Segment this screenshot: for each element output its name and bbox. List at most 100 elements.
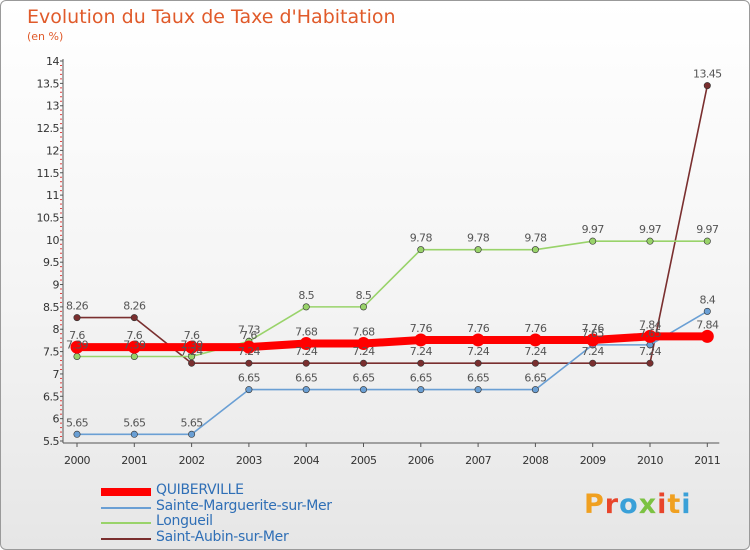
series-point: [700, 329, 714, 343]
legend-swatch: [101, 522, 151, 524]
legend-swatch: [101, 488, 151, 496]
series-point: [703, 307, 711, 315]
data-label: 7.39: [181, 339, 204, 352]
data-label: 9.78: [524, 232, 547, 245]
y-tick-label: 6.5: [43, 390, 59, 403]
series-point: [474, 246, 482, 254]
y-tick-label: 5.5: [43, 435, 59, 448]
y-tick-label: 12: [46, 144, 59, 157]
y-tick-label: 9.5: [43, 256, 59, 269]
data-label: 7.76: [467, 322, 490, 335]
series-point: [242, 340, 256, 354]
data-label: 9.78: [410, 232, 433, 245]
data-label: 7.68: [295, 326, 318, 339]
x-tick-label: 2003: [236, 454, 262, 467]
data-label: 7.84: [639, 318, 662, 331]
y-tick-label: 8: [53, 323, 60, 336]
series-point: [646, 237, 654, 245]
y-tick-label: 11: [46, 189, 59, 202]
y-tick-label: 11.5: [37, 167, 60, 180]
series-point: [302, 359, 310, 367]
proxiti-logo: Proxiti: [584, 489, 692, 520]
data-label: 6.65: [524, 372, 547, 385]
data-label: 5.65: [66, 416, 89, 429]
series-point: [417, 246, 425, 254]
series-point: [474, 386, 482, 394]
data-label: 7.24: [295, 345, 318, 358]
data-label: 13.45: [693, 68, 722, 81]
y-tick-label: 7: [53, 368, 60, 381]
legend-label: Sainte-Marguerite-sur-Mer: [156, 497, 332, 514]
x-tick-label: 2004: [293, 454, 319, 467]
series-point: [414, 333, 428, 347]
data-label: 7.6: [184, 329, 200, 342]
data-label: 9.97: [696, 223, 719, 236]
data-label: 8.26: [123, 300, 146, 313]
data-label: 6.65: [295, 372, 318, 385]
series-point: [531, 386, 539, 394]
series-point: [299, 337, 313, 351]
data-label: 7.76: [582, 322, 605, 335]
series-point: [531, 359, 539, 367]
legend-label: Saint-Aubin-sur-Mer: [156, 528, 289, 545]
series-line-3: [77, 85, 709, 365]
series-point: [130, 430, 138, 438]
data-label: 7.84: [696, 318, 719, 331]
chart-subtitle: (en %): [27, 30, 64, 43]
series-point: [302, 386, 310, 394]
series-point: [643, 329, 657, 343]
data-label: 7.24: [181, 345, 204, 358]
x-tick-label: 2000: [64, 454, 90, 467]
data-label: 7.6: [69, 329, 85, 342]
series-point: [589, 359, 597, 367]
series-point: [646, 359, 654, 367]
data-label: 7.68: [352, 326, 375, 339]
series-point: [528, 333, 542, 347]
series-point: [130, 314, 138, 322]
legend-label: QUIBERVILLE: [156, 482, 244, 498]
data-label: 6.65: [238, 372, 261, 385]
data-label: 6.65: [410, 372, 433, 385]
series-point: [474, 359, 482, 367]
series-line-0: [77, 332, 708, 352]
data-label: 7.24: [524, 345, 547, 358]
data-label: 7.76: [410, 322, 433, 335]
series-point: [245, 386, 253, 394]
series-point: [130, 353, 138, 361]
data-label: 8.26: [66, 300, 89, 313]
series-point: [127, 340, 141, 354]
series-point: [188, 430, 196, 438]
series-point: [417, 386, 425, 394]
series-point: [70, 340, 84, 354]
data-label: 5.65: [181, 416, 204, 429]
legend-swatch: [101, 537, 151, 540]
x-tick-label: 2009: [580, 454, 606, 467]
series-lines: [70, 82, 714, 438]
series-point: [359, 386, 367, 394]
y-tick-label: 6: [53, 413, 60, 426]
series-point: [417, 359, 425, 367]
data-label: 7.24: [238, 345, 261, 358]
series-point: [471, 333, 485, 347]
y-tick-label: 9: [53, 279, 60, 292]
y-tick-label: 7.5: [43, 346, 59, 359]
series-line-1: [77, 310, 708, 436]
data-label: 7.6: [126, 329, 142, 342]
data-label: 7.76: [524, 322, 547, 335]
x-tick-label: 2005: [351, 454, 377, 467]
x-tick-label: 2010: [637, 454, 663, 467]
series-point: [703, 237, 711, 245]
x-tick-label: 2006: [408, 454, 434, 467]
series-point: [359, 359, 367, 367]
data-label: 7.6: [241, 329, 257, 342]
data-label: 6.65: [352, 372, 375, 385]
data-label: 7.24: [410, 345, 433, 358]
data-label: 8.4: [699, 293, 715, 306]
series-point: [359, 303, 367, 311]
series-point: [357, 337, 370, 351]
y-tick-label: 10: [46, 234, 59, 247]
data-label: 5.65: [123, 416, 146, 429]
data-label: 9.78: [467, 232, 490, 245]
